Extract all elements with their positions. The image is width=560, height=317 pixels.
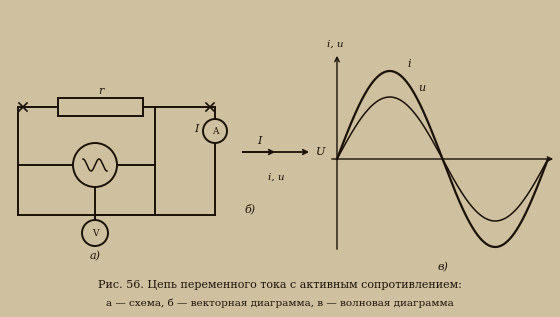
Text: i, u: i, u: [326, 40, 343, 49]
Text: i, u: i, u: [268, 173, 284, 182]
Text: б): б): [244, 204, 255, 215]
Text: i: i: [408, 59, 412, 69]
Text: а — схема, б — векторная диаграмма, в — волновая диаграмма: а — схема, б — векторная диаграмма, в — …: [106, 298, 454, 308]
Text: u: u: [418, 83, 425, 93]
Text: A: A: [212, 126, 218, 135]
Text: в): в): [437, 262, 448, 272]
Text: V: V: [92, 229, 98, 237]
Circle shape: [73, 143, 117, 187]
Circle shape: [82, 220, 108, 246]
Text: r: r: [98, 86, 103, 96]
Text: U: U: [316, 147, 325, 157]
Text: а): а): [90, 251, 100, 261]
Circle shape: [203, 119, 227, 143]
Text: I: I: [195, 124, 199, 134]
Bar: [58, 98, 143, 116]
Text: I: I: [257, 136, 261, 146]
Text: Рис. 56. Цепь переменного тока с активным сопротивлением:: Рис. 56. Цепь переменного тока с активны…: [98, 280, 462, 290]
